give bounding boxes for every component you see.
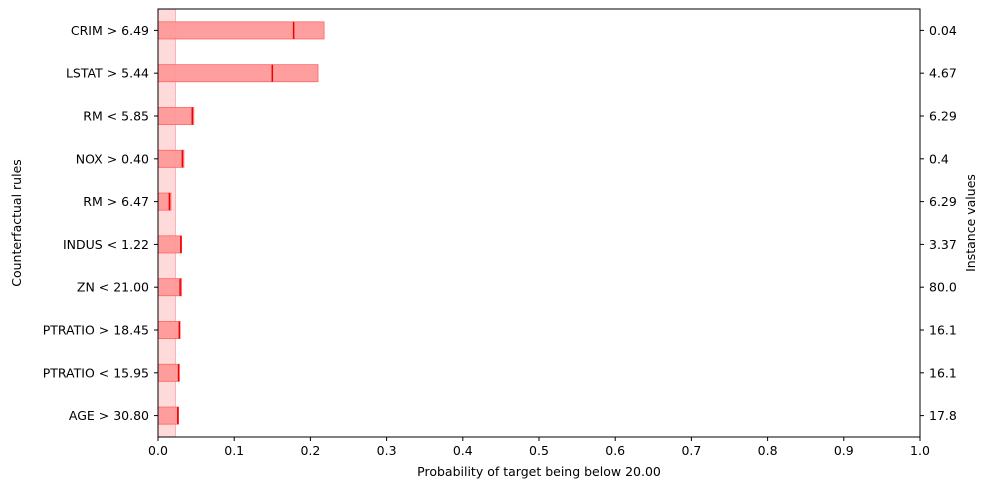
rule-label-2: RM < 5.85 [83,109,149,124]
bar-2 [157,107,195,125]
bars-layer [157,21,325,425]
rule-label-6: ZN < 21.00 [77,280,149,295]
rule-label-0: CRIM > 6.49 [71,23,149,38]
bar-5 [157,235,183,254]
rule-label-5: INDUS < 1.22 [63,237,149,252]
y-axis-ticks: CRIM > 6.49 LSTAT > 5.44 RM < 5.85 NOX > 0.… [43,23,158,423]
instance-value-4: 6.29 [929,194,957,209]
rule-label-1: LSTAT > 5.44 [66,66,149,81]
bar-7 [157,321,181,339]
bar-1 [157,64,319,83]
rule-label-8: PTRATIO < 15.95 [43,365,149,380]
x-tick-label-10: 1.0 [910,443,930,458]
x-tick-label-5: 0.5 [529,443,549,458]
bar-3 [157,149,185,168]
rule-label-3: NOX > 0.40 [76,151,149,166]
instance-value-3: 0.4 [929,151,949,166]
instance-value-5: 3.37 [929,237,957,252]
instance-value-9: 17.8 [929,408,957,423]
x-tick-label-7: 0.7 [681,443,701,458]
x-tick-label-3: 0.3 [377,443,397,458]
x-tick-label-6: 0.6 [605,443,625,458]
instance-value-7: 16.1 [929,323,957,338]
y-axis-label: Counterfactual rules [9,159,24,287]
instance-value-2: 6.29 [929,109,957,124]
x-tick-label-8: 0.8 [758,443,778,458]
rule-label-9: AGE > 30.80 [69,408,149,423]
bar-0 [157,21,325,40]
x-tick-label-9: 0.9 [834,443,854,458]
x-tick-label-4: 0.4 [453,443,473,458]
x-tick-label-2: 0.2 [300,443,320,458]
x-axis-label: Probability of target being below 20.00 [417,464,661,479]
instance-value-1: 4.67 [929,66,957,81]
x-tick-label-0: 0.0 [148,443,168,458]
instance-value-8: 16.1 [929,365,957,380]
y2-axis-ticks: 0.04 4.67 6.29 0.4 6.29 3.37 80.0 16.1 16.1 17.8 [920,23,957,423]
bar-9 [157,406,179,425]
instance-value-6: 80.0 [929,280,957,295]
rule-label-7: PTRATIO > 18.45 [43,323,149,338]
bar-6 [157,278,183,297]
instance-value-0: 0.04 [929,23,957,38]
rule-label-4: RM > 6.47 [83,194,149,209]
x-axis-ticks: 0.0 0.1 0.2 0.3 0.4 0.5 0.6 0.7 0.8 0.9 1.0 [148,437,930,458]
y2-axis-label: Instance values [963,174,978,272]
bar-8 [157,363,180,382]
x-tick-label-1: 0.1 [224,443,244,458]
